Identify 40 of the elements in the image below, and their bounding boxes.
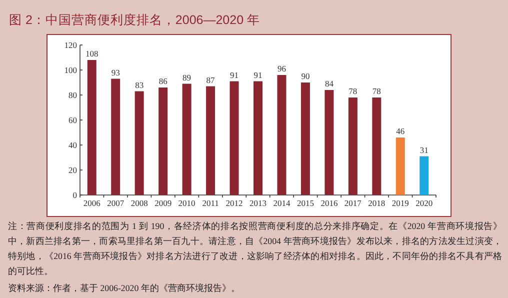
data-label: 78: [348, 86, 358, 96]
y-tick-label: 20: [68, 165, 77, 175]
data-label: 91: [254, 70, 262, 80]
data-label: 83: [135, 80, 144, 90]
title: 图 2：中国营商便利度排名，2006—2020 年: [9, 13, 260, 27]
data-label: 87: [206, 74, 215, 85]
y-tick-label: 0: [72, 190, 77, 200]
x-tick-label: 2018: [368, 198, 386, 208]
data-label: 91: [230, 70, 239, 80]
data-label: 78: [372, 86, 381, 96]
data-label: 84: [324, 78, 334, 88]
data-label: 93: [111, 67, 120, 78]
x-tick-label: 2017: [344, 198, 362, 208]
y-tick-label: 100: [64, 65, 77, 75]
x-tick-label: 2010: [178, 198, 196, 208]
data-label: 96: [277, 64, 286, 74]
x-tick-label: 2013: [250, 198, 266, 208]
x-tick-label: 2015: [296, 198, 314, 208]
x-tick-label: 2016: [320, 198, 338, 208]
x-tick-label: 2019: [392, 198, 409, 208]
data-label: 86: [158, 76, 168, 86]
data-label: 108: [85, 48, 98, 58]
y-tick-label: 60: [68, 115, 77, 125]
x-tick-label: 2008: [130, 198, 148, 208]
x-tick-label: 2020: [416, 198, 433, 208]
data-label: 90: [301, 71, 310, 81]
y-tick-label: 40: [68, 140, 77, 150]
x-tick-label: 2012: [226, 198, 243, 208]
x-tick-label: 2009: [154, 198, 172, 208]
x-tick-label: 2006: [83, 198, 100, 208]
x-tick-label: 2007: [107, 198, 124, 208]
x-tick-label: 2014: [273, 198, 291, 208]
y-tick-label: 120: [64, 40, 77, 50]
x-tick-label: 2011: [202, 198, 219, 208]
data-label: 46: [396, 126, 405, 136]
text: 注：营商便利度排名的范围为 1 到 190，各经济体的排名按照营商便利度的总分来排序确定。在《2020 年营商环境报告》中，新西兰排名第一，而索马里排名第一百九十。请注意，自《2004 年营商环境报告》发布以来，排名的方法发生过演变，特别地，《2016 年营商环境报告》对排名方法进行了改进，这影响了经济体的相对排名。因此，不同年份的排名不具有严格的可比性。: [8, 220, 502, 278]
text: 资料来源：作者，基于 2006-2020 年的《营商环境报告》。: [8, 282, 241, 295]
data-label: 89: [182, 72, 192, 82]
data-label: 31: [420, 144, 428, 155]
y-tick-label: 80: [68, 90, 77, 100]
